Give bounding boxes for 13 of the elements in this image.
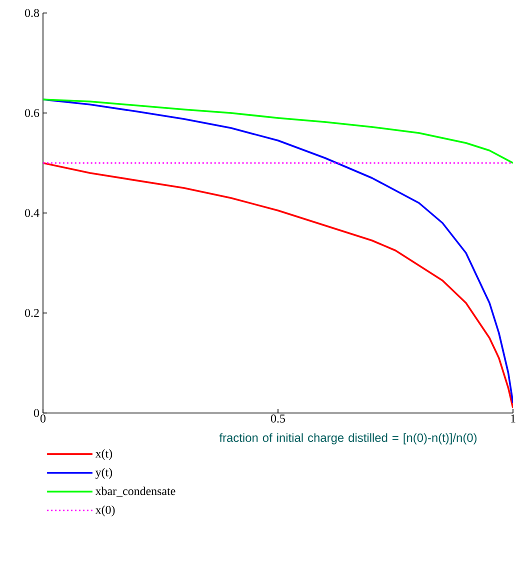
y-tick-label: 0.2 <box>24 308 39 318</box>
legend-label: y(t) <box>95 468 112 479</box>
legend-label: x(t) <box>95 449 112 460</box>
y-tick-label: 0.4 <box>24 208 40 218</box>
x-axis-title: fraction of initial charge distilled = [n(0)-n(t)]/n(0) <box>219 433 477 444</box>
x-tick-label: 0.5 <box>270 414 286 423</box>
y-tick-label: 0 <box>34 408 40 418</box>
x-tick-label: 0 <box>40 414 46 423</box>
y-tick-label: 0.6 <box>24 108 40 118</box>
legend-label: x(0) <box>95 506 115 516</box>
x-tick-label: 1 <box>511 414 516 422</box>
legend-label: xbar_condensate <box>95 486 176 497</box>
y-tick-label: 0.8 <box>24 8 40 18</box>
